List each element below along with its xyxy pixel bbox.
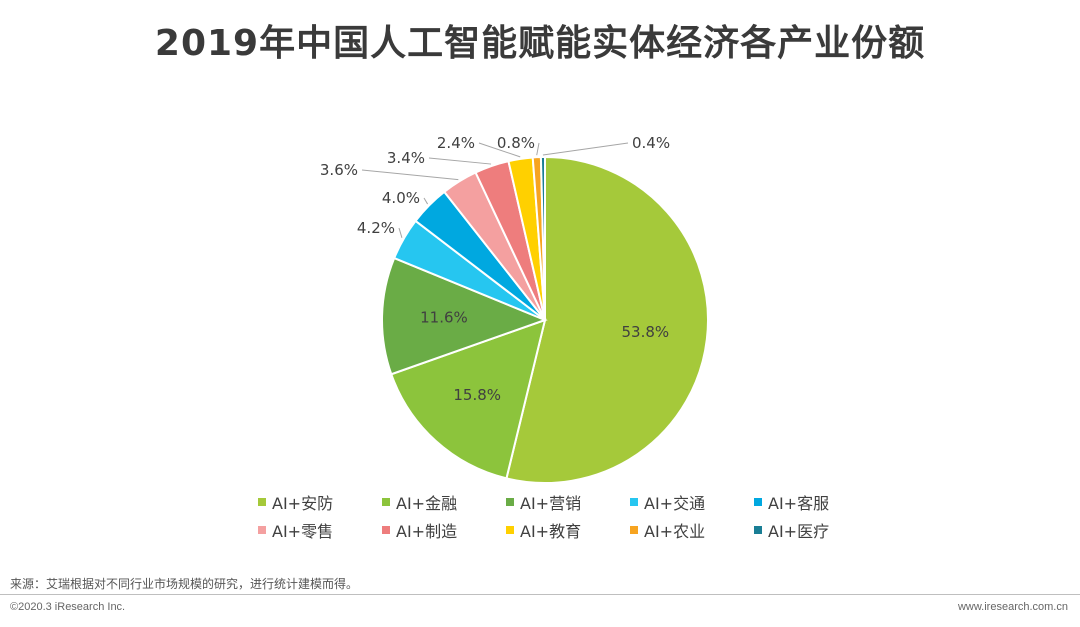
chart-legend: AI+安防 AI+金融 AI+营销 AI+交通 AI+客服 AI+零售 AI+制造 AI+教育… <box>258 492 878 541</box>
legend-swatch-icon <box>754 526 762 534</box>
legend-label: AI+农业 <box>644 522 706 541</box>
leader-line-10 <box>542 142 629 156</box>
leader-line-4 <box>398 227 403 238</box>
pie-slice-3[interactable] <box>381 256 548 376</box>
legend-label: AI+客服 <box>768 494 830 513</box>
website-link[interactable]: www.iresearch.com.cn <box>957 601 1068 613</box>
slice-label-1: 53.8% <box>622 323 670 341</box>
leader-line-7 <box>428 157 492 165</box>
leader-line-9 <box>536 142 540 156</box>
slice-label-6: 3.6% <box>320 161 358 179</box>
footer-divider <box>0 594 1080 595</box>
legend-label: AI+教育 <box>520 522 582 541</box>
slice-label-7: 3.4% <box>387 149 425 167</box>
pie-slice-1[interactable] <box>505 155 709 484</box>
legend-item-2: AI+金融 <box>382 492 506 513</box>
leader-line-6 <box>361 169 459 181</box>
legend-swatch-icon <box>630 498 638 506</box>
legend-label: AI+安防 <box>272 494 334 513</box>
source-note: 来源：艾瑞根据对不同行业市场规模的研究，进行统计建模而得。 <box>10 577 359 591</box>
legend-item-8: AI+教育 <box>506 520 630 541</box>
legend-label: AI+金融 <box>396 494 458 513</box>
legend-label: AI+零售 <box>272 522 334 541</box>
legend-item-4: AI+交通 <box>630 492 754 513</box>
slice-label-9: 0.8% <box>497 134 535 152</box>
legend-item-10: AI+医疗 <box>754 520 878 541</box>
legend-swatch-icon <box>506 498 514 506</box>
legend-item-7: AI+制造 <box>382 520 506 541</box>
legend-swatch-icon <box>258 498 266 506</box>
leader-line-5 <box>423 197 429 205</box>
chart-title: 2019年中国人工智能赋能实体经济各产业份额 <box>154 23 926 64</box>
legend-item-9: AI+农业 <box>630 520 754 541</box>
slice-label-2: 15.8% <box>453 386 501 404</box>
legend-label: AI+制造 <box>396 522 458 541</box>
legend-item-5: AI+客服 <box>754 492 878 513</box>
legend-swatch-icon <box>382 498 390 506</box>
pie-slice-2[interactable] <box>390 318 547 480</box>
legend-swatch-icon <box>382 526 390 534</box>
legend-item-3: AI+营销 <box>506 492 630 513</box>
slice-label-5: 4.0% <box>382 189 420 207</box>
legend-swatch-icon <box>754 498 762 506</box>
legend-label: AI+营销 <box>520 494 582 513</box>
legend-swatch-icon <box>506 526 514 534</box>
legend-item-6: AI+零售 <box>258 520 382 541</box>
legend-swatch-icon <box>258 526 266 534</box>
slice-label-10: 0.4% <box>632 134 670 152</box>
leader-line-8 <box>478 142 521 158</box>
slice-label-8: 2.4% <box>437 134 475 152</box>
pie-slice-10[interactable] <box>539 155 546 321</box>
slice-label-3: 11.6% <box>420 308 468 326</box>
legend-swatch-icon <box>630 526 638 534</box>
legend-item-1: AI+安防 <box>258 492 382 513</box>
slice-label-4: 4.2% <box>357 219 395 237</box>
copyright-text: ©2020.3 iResearch Inc. <box>10 601 126 613</box>
legend-label: AI+交通 <box>644 494 706 513</box>
legend-label: AI+医疗 <box>768 522 830 541</box>
